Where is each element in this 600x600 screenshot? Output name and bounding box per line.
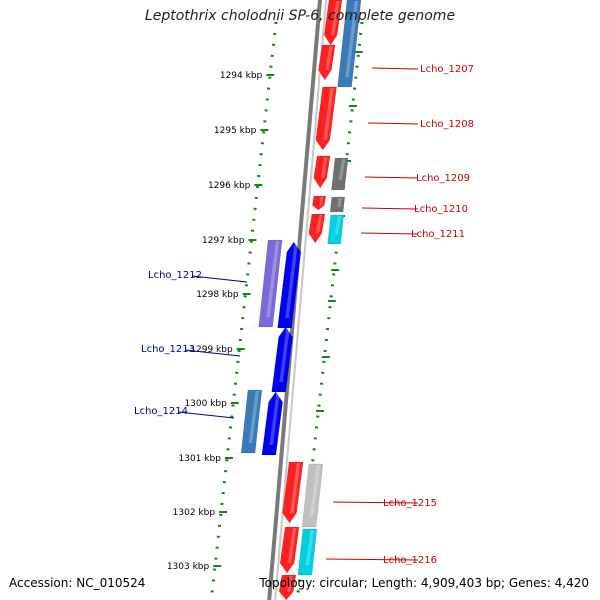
gene-lcho-1212[interactable]	[277, 241, 302, 329]
gene-lcho-1212-rna[interactable]	[258, 239, 283, 328]
backbone-highlight	[274, 0, 327, 600]
gene-lcho-1215-pseudo[interactable]	[301, 463, 324, 528]
scale-tick-label: 1301 kbp	[179, 454, 222, 464]
forward-label-leader	[325, 558, 419, 561]
gene-lcho-1209[interactable]	[313, 155, 331, 189]
genome-summary-label: Topology: circular; Length: 4,909,403 bp…	[259, 576, 589, 590]
forward-label-leader	[364, 176, 419, 179]
forward-gene-label[interactable]: Lcho_1210	[414, 204, 468, 215]
scale-tick-label: 1303 kbp	[167, 562, 210, 572]
scale-tick-label: 1300 kbp	[184, 399, 227, 409]
gene-lcho-1214[interactable]	[261, 391, 283, 456]
map-title: Leptothrix cholodnii SP-6, complete geno…	[144, 8, 456, 24]
left-track-dots	[209, 21, 278, 600]
forward-gene-label[interactable]: Lcho_1216	[383, 555, 437, 566]
gene-lcho-1207-rna[interactable]	[337, 0, 362, 88]
scale-tick-label: 1295 kbp	[214, 126, 257, 136]
reverse-gene-label[interactable]: Lcho_1213	[141, 344, 195, 355]
kbp-scale: 1294 kbp 1295 kbp 1296 kbp 1297 kbp 1298 kbp…	[167, 51, 363, 572]
scale-tick-label: 1299 kbp	[190, 345, 233, 355]
scale-tick-label: 1297 kbp	[202, 236, 245, 246]
gene-lcho-1211[interactable]	[308, 213, 326, 244]
gene-labels: Lcho_1207 Lcho_1208 Lcho_1209 Lcho_1210 Lcho…	[134, 64, 474, 566]
gene-lcho-1210[interactable]	[312, 195, 327, 211]
forward-gene-label[interactable]: Lcho_1215	[383, 498, 437, 509]
gene-lcho-1206-forward[interactable]	[323, 0, 343, 46]
gene-features	[240, 0, 362, 600]
gene-lcho-1210-pseudo[interactable]	[329, 196, 346, 213]
scale-tick-label: 1294 kbp	[220, 71, 263, 81]
scale-tick-label: 1302 kbp	[173, 508, 216, 518]
gene-lcho-1217[interactable]	[278, 574, 297, 600]
forward-label-leader	[371, 67, 419, 70]
gene-lcho-1216[interactable]	[279, 526, 300, 574]
forward-label-leader	[360, 232, 419, 235]
accession-label: Accession: NC_010524	[9, 576, 146, 590]
gene-lcho-1207[interactable]	[318, 44, 336, 81]
forward-label-leader	[332, 501, 419, 504]
reverse-gene-label[interactable]: Lcho_1214	[134, 406, 188, 417]
forward-gene-label[interactable]: Lcho_1208	[420, 119, 474, 130]
gene-lcho-1209-pseudo[interactable]	[331, 157, 349, 191]
gene-lcho-1211-rna[interactable]	[327, 214, 345, 245]
gene-lcho-1214-rna[interactable]	[240, 389, 263, 454]
forward-label-leader	[367, 122, 419, 125]
gene-lcho-1213[interactable]	[271, 326, 293, 393]
gene-lcho-1215[interactable]	[282, 461, 304, 524]
reverse-gene-label[interactable]: Lcho_1212	[148, 270, 202, 281]
forward-label-leader	[361, 207, 419, 210]
reverse-label-leader	[177, 411, 235, 419]
scale-tick-label: 1296 kbp	[208, 181, 251, 191]
forward-gene-label[interactable]: Lcho_1211	[411, 229, 465, 240]
reverse-label-leader	[191, 275, 248, 283]
gene-lcho-1208[interactable]	[315, 86, 337, 151]
gene-lcho-1216-rna[interactable]	[297, 528, 318, 576]
reverse-label-leader	[184, 349, 241, 357]
scale-tick-label: 1298 kbp	[196, 290, 239, 300]
forward-gene-label[interactable]: Lcho_1209	[416, 173, 470, 184]
forward-gene-label[interactable]: Lcho_1207	[420, 64, 474, 75]
